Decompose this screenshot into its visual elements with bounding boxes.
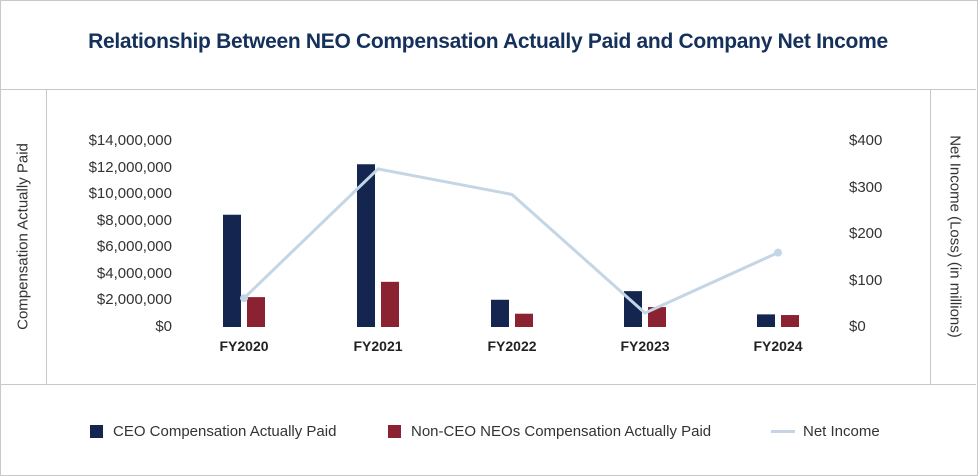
y-tick-right: $0	[849, 318, 866, 335]
y-tick-right: $300	[849, 178, 883, 196]
bar-ceo	[357, 164, 375, 327]
y-tick-right: $200	[849, 225, 883, 242]
x-tick-label: FY2020	[219, 338, 269, 354]
x-tick-label: FY2021	[353, 338, 403, 354]
chart-title: Relationship Between NEO Compensation Ac…	[88, 30, 888, 53]
legend-swatch-net-income	[771, 430, 795, 433]
bar-non-ceo	[648, 307, 666, 327]
y-tick-left: $4,000,000	[96, 264, 172, 282]
legend-item-net-income: Net Income	[771, 423, 880, 440]
y-tick-left: $8,000,000	[96, 211, 172, 229]
net-income-line	[242, 167, 779, 315]
net-income-point	[376, 167, 380, 171]
y-tick-left: $14,000,000	[88, 132, 172, 149]
divider-left	[46, 90, 47, 384]
y-tick-left: $0	[155, 318, 172, 335]
net-income-point	[510, 192, 514, 196]
legend-item-ceo: CEO Compensation Actually Paid	[90, 423, 336, 440]
legend-swatch-ceo	[90, 425, 103, 438]
bar-non-ceo	[781, 315, 799, 327]
x-tick-label: FY2022	[487, 338, 537, 354]
legend-label-ceo: CEO Compensation Actually Paid	[113, 423, 337, 440]
bar-non-ceo	[381, 281, 399, 327]
x-tick-label: FY2023	[620, 338, 670, 354]
bar-non-ceo	[515, 313, 533, 327]
net-income-point	[643, 311, 647, 315]
net-income-point	[240, 294, 248, 303]
divider-bottom	[0, 384, 976, 385]
legend: CEO Compensation Actually Paid Non-CEO N…	[0, 423, 976, 445]
legend-swatch-non-ceo	[388, 425, 401, 438]
y-tick-right: $100	[849, 271, 883, 289]
x-tick-label: FY2024	[753, 338, 803, 354]
y-tick-right: $400	[849, 132, 883, 149]
legend-item-non-ceo: Non-CEO NEOs Compensation Actually Paid	[388, 423, 711, 440]
bar-ceo	[757, 314, 775, 327]
net-income-point	[774, 248, 782, 257]
y-tick-left: $6,000,000	[96, 238, 172, 256]
bar-ceo	[223, 214, 241, 327]
y-tick-left: $10,000,000	[88, 185, 172, 203]
y-tick-left: $2,000,000	[96, 291, 172, 309]
bar-ceo	[491, 299, 509, 327]
bar-non-ceo	[247, 297, 265, 327]
legend-label-net-income: Net Income	[803, 423, 880, 440]
divider-top	[0, 89, 976, 90]
legend-label-non-ceo: Non-CEO NEOs Compensation Actually Paid	[411, 423, 712, 440]
y-tick-left: $12,000,000	[88, 158, 172, 176]
divider-right	[930, 90, 931, 384]
